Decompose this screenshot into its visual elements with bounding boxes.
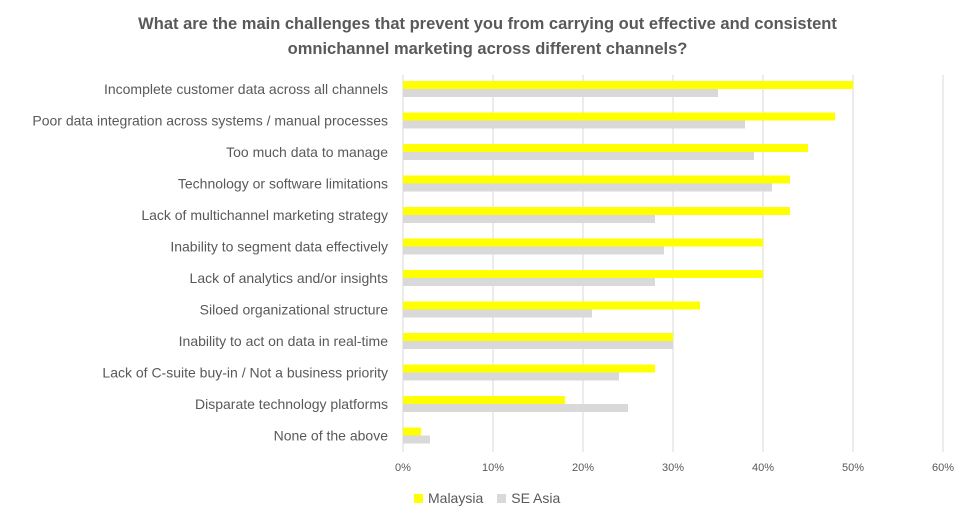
bar-se-asia xyxy=(403,89,718,97)
bar-se-asia xyxy=(403,215,655,223)
x-tick-label: 0% xyxy=(395,462,411,474)
bar-malaysia xyxy=(403,270,763,278)
bar-malaysia xyxy=(403,301,700,310)
category-label: Poor data integration across systems / m… xyxy=(32,113,388,129)
x-tick-label: 10% xyxy=(482,462,504,474)
category-label: Lack of C-suite buy-in / Not a business … xyxy=(102,365,388,381)
legend-label-malaysia: Malaysia xyxy=(428,490,484,506)
category-labels: Incomplete customer data across all chan… xyxy=(32,81,388,444)
category-label: None of the above xyxy=(274,428,389,444)
bar-se-asia xyxy=(403,341,673,349)
legend: Malaysia SE Asia xyxy=(414,488,574,508)
bar-se-asia xyxy=(403,278,655,286)
legend-swatch-malaysia xyxy=(414,493,423,503)
bar-malaysia xyxy=(403,144,808,152)
bar-se-asia xyxy=(403,435,430,444)
bar-malaysia xyxy=(403,427,421,436)
category-label: Inability to segment data effectively xyxy=(170,239,388,255)
x-tick-label: 50% xyxy=(842,462,864,474)
category-label: Siloed organizational structure xyxy=(200,302,389,318)
bar-malaysia xyxy=(403,238,763,247)
bar-se-asia xyxy=(403,404,628,412)
bar-se-asia xyxy=(403,120,745,129)
bar-malaysia xyxy=(403,396,565,404)
category-label: Lack of analytics and/or insights xyxy=(190,270,388,286)
bars xyxy=(403,81,853,444)
bar-malaysia xyxy=(403,333,673,341)
bar-se-asia xyxy=(403,372,619,381)
bar-se-asia xyxy=(403,309,592,318)
chart-title-line-2: omnichannel marketing across different c… xyxy=(287,40,688,58)
legend-item-malaysia: Malaysia xyxy=(414,490,483,506)
category-label: Too much data to manage xyxy=(226,144,388,160)
bar-malaysia xyxy=(403,175,790,184)
category-label: Technology or software limitations xyxy=(178,176,388,192)
bar-se-asia xyxy=(403,152,754,160)
category-label: Disparate technology platforms xyxy=(195,396,388,412)
category-label: Lack of multichannel marketing strategy xyxy=(141,207,388,223)
bar-se-asia xyxy=(403,246,664,255)
x-tick-label: 30% xyxy=(662,462,684,474)
bar-malaysia xyxy=(403,364,655,373)
bar-se-asia xyxy=(403,183,772,192)
x-tick-label: 60% xyxy=(932,462,954,474)
legend-label-se-asia: SE Asia xyxy=(511,490,561,506)
bar-malaysia xyxy=(403,112,835,121)
category-label: Inability to act on data in real-time xyxy=(179,333,389,349)
chart-title-line-1: What are the main challenges that preven… xyxy=(138,15,837,33)
legend-item-se-asia: SE Asia xyxy=(497,490,560,506)
x-axis-tick-labels: 0% 10% 20% 30% 40% 50% 60% xyxy=(395,462,954,474)
x-tick-label: 40% xyxy=(752,462,774,474)
gridlines xyxy=(402,75,944,452)
category-label: Incomplete customer data across all chan… xyxy=(104,81,388,97)
legend-swatch-se-asia xyxy=(497,493,507,503)
x-tick-label: 20% xyxy=(572,462,594,474)
bar-malaysia xyxy=(403,81,853,89)
chart-title: What are the main challenges that preven… xyxy=(0,12,975,62)
bar-malaysia xyxy=(403,207,790,215)
